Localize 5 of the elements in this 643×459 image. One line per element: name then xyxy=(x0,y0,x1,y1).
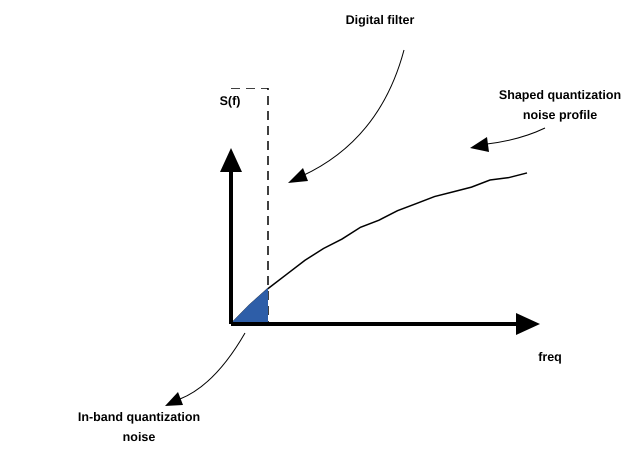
text: In-band quantization noise xyxy=(77,409,201,446)
text: Digital filter xyxy=(345,12,415,29)
y-axis-title: S(f) xyxy=(218,93,242,110)
x-axis-title: freq xyxy=(537,349,563,366)
annotation: Shaped quantization noise profile xyxy=(498,87,622,124)
